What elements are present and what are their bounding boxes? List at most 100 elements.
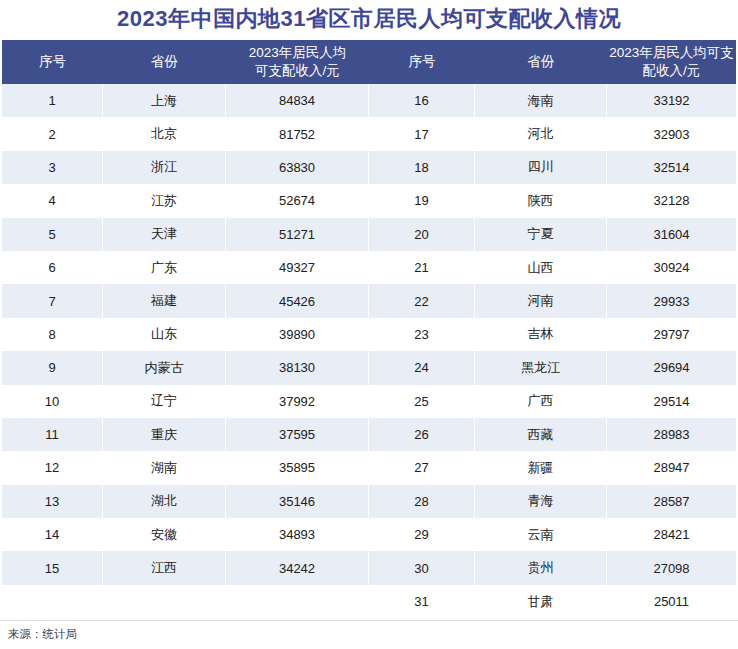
cell-province: 天津: [103, 218, 226, 251]
cell-province: 湖北: [103, 485, 226, 518]
cell-income: 30924: [607, 251, 736, 284]
cell-income: 51271: [226, 218, 369, 251]
table-header-row: 序号 省份 2023年居民人均 可支配收入/元 序号 省份 2023年居民人均可…: [2, 40, 736, 84]
cell-income: 29933: [607, 284, 736, 317]
cell-income: 28421: [607, 518, 736, 551]
cell-income: 63830: [226, 151, 369, 184]
header-income-left: 2023年居民人均 可支配收入/元: [226, 40, 369, 84]
cell-province: 山东: [103, 318, 226, 351]
source-note: 来源：统计局: [0, 621, 738, 642]
cell-rank: 18: [369, 151, 475, 184]
table-row: 12湖南3589527新疆28947: [2, 451, 736, 484]
cell-income: 84834: [226, 84, 369, 117]
cell-rank: 26: [369, 418, 475, 451]
cell-income: 28947: [607, 451, 736, 484]
cell-income: 45426: [226, 284, 369, 317]
cell-province: 河南: [475, 284, 607, 317]
cell-income: [226, 585, 369, 618]
cell-rank: 25: [369, 385, 475, 418]
cell-rank: 10: [2, 385, 103, 418]
cell-rank: 27: [369, 451, 475, 484]
cell-income: 49327: [226, 251, 369, 284]
cell-income: 81752: [226, 117, 369, 150]
header-province-left: 省份: [103, 40, 226, 84]
table-row: 9内蒙古3813024黑龙江29694: [2, 351, 736, 384]
cell-rank: 15: [2, 551, 103, 584]
header-rank-left: 序号: [2, 40, 103, 84]
cell-province: 上海: [103, 84, 226, 117]
cell-rank: 21: [369, 251, 475, 284]
cell-province: 北京: [103, 117, 226, 150]
cell-income: 29797: [607, 318, 736, 351]
header-province-right: 省份: [475, 40, 607, 84]
cell-rank: 19: [369, 184, 475, 217]
cell-rank: 17: [369, 117, 475, 150]
cell-rank: [2, 585, 103, 618]
cell-province: 青海: [475, 485, 607, 518]
table-row: 4江苏5267419陕西32128: [2, 184, 736, 217]
cell-province: 福建: [103, 284, 226, 317]
cell-province: 内蒙古: [103, 351, 226, 384]
cell-rank: 16: [369, 84, 475, 117]
cell-province: 河北: [475, 117, 607, 150]
table-row: 3浙江6383018四川32514: [2, 151, 736, 184]
cell-income: 37992: [226, 385, 369, 418]
cell-income: 28587: [607, 485, 736, 518]
page-title: 2023年中国内地31省区市居民人均可支配收入情况: [0, 0, 738, 38]
cell-province: 浙江: [103, 151, 226, 184]
table-body: 1上海8483416海南331922北京8175217河北329033浙江638…: [2, 84, 736, 618]
cell-income: 35895: [226, 451, 369, 484]
cell-province: 新疆: [475, 451, 607, 484]
cell-income: 39890: [226, 318, 369, 351]
cell-province: 贵州: [475, 551, 607, 584]
cell-province: 甘肃: [475, 585, 607, 618]
cell-rank: 20: [369, 218, 475, 251]
cell-income: 37595: [226, 418, 369, 451]
cell-rank: 31: [369, 585, 475, 618]
table-row: 31甘肃25011: [2, 585, 736, 618]
cell-rank: 1: [2, 84, 103, 117]
cell-province: 辽宁: [103, 385, 226, 418]
cell-rank: 2: [2, 117, 103, 150]
cell-income: 29694: [607, 351, 736, 384]
cell-rank: 23: [369, 318, 475, 351]
cell-province: 吉林: [475, 318, 607, 351]
cell-province: 安徽: [103, 518, 226, 551]
table-row: 14安徽3489329云南28421: [2, 518, 736, 551]
cell-income: 52674: [226, 184, 369, 217]
cell-rank: 13: [2, 485, 103, 518]
cell-rank: 12: [2, 451, 103, 484]
cell-rank: 8: [2, 318, 103, 351]
table-row: 1上海8483416海南33192: [2, 84, 736, 117]
cell-rank: 9: [2, 351, 103, 384]
cell-rank: 24: [369, 351, 475, 384]
cell-province: [103, 585, 226, 618]
cell-income: 38130: [226, 351, 369, 384]
table-row: 10辽宁3799225广西29514: [2, 385, 736, 418]
cell-province: 重庆: [103, 418, 226, 451]
table-row: 8山东3989023吉林29797: [2, 318, 736, 351]
cell-rank: 28: [369, 485, 475, 518]
cell-province: 陕西: [475, 184, 607, 217]
cell-income: 34893: [226, 518, 369, 551]
cell-income: 31604: [607, 218, 736, 251]
cell-province: 江苏: [103, 184, 226, 217]
header-income-right: 2023年居民人均可支 配收入/元: [607, 40, 736, 84]
table-row: 13湖北3514628青海28587: [2, 485, 736, 518]
header-rank-right: 序号: [369, 40, 475, 84]
cell-income: 28983: [607, 418, 736, 451]
cell-province: 江西: [103, 551, 226, 584]
cell-province: 黑龙江: [475, 351, 607, 384]
income-table: 序号 省份 2023年居民人均 可支配收入/元 序号 省份 2023年居民人均可…: [2, 40, 736, 618]
cell-province: 山西: [475, 251, 607, 284]
cell-income: 32514: [607, 151, 736, 184]
table-row: 11重庆3759526西藏28983: [2, 418, 736, 451]
cell-income: 32128: [607, 184, 736, 217]
cell-rank: 5: [2, 218, 103, 251]
cell-province: 湖南: [103, 451, 226, 484]
cell-income: 35146: [226, 485, 369, 518]
cell-province: 四川: [475, 151, 607, 184]
cell-province: 宁夏: [475, 218, 607, 251]
cell-rank: 14: [2, 518, 103, 551]
cell-province: 广东: [103, 251, 226, 284]
